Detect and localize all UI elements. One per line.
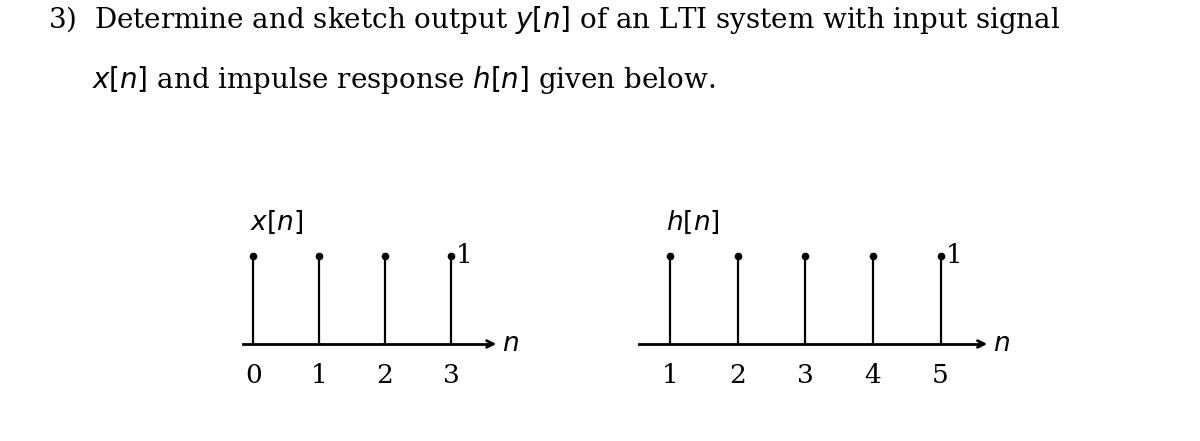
- Text: $x[n]$: $x[n]$: [250, 209, 304, 236]
- Text: 5: 5: [932, 363, 949, 389]
- Text: 3: 3: [797, 363, 814, 389]
- Text: 3: 3: [443, 363, 460, 389]
- Text: 1: 1: [456, 243, 473, 268]
- Text: $n$: $n$: [992, 332, 1009, 356]
- Text: $h[n]$: $h[n]$: [666, 209, 720, 236]
- Text: 3)  Determine and sketch output $y[n]$ of an LTI system with input signal: 3) Determine and sketch output $y[n]$ of…: [48, 4, 1061, 37]
- Text: 4: 4: [864, 363, 881, 389]
- Text: 2: 2: [730, 363, 746, 389]
- Text: 0: 0: [245, 363, 262, 389]
- Text: 1: 1: [311, 363, 328, 389]
- Text: 1: 1: [661, 363, 678, 389]
- Text: 1: 1: [946, 243, 962, 268]
- Text: $n$: $n$: [502, 332, 518, 356]
- Text: 2: 2: [377, 363, 394, 389]
- Text: $x[n]$ and impulse response $h[n]$ given below.: $x[n]$ and impulse response $h[n]$ given…: [48, 64, 715, 96]
